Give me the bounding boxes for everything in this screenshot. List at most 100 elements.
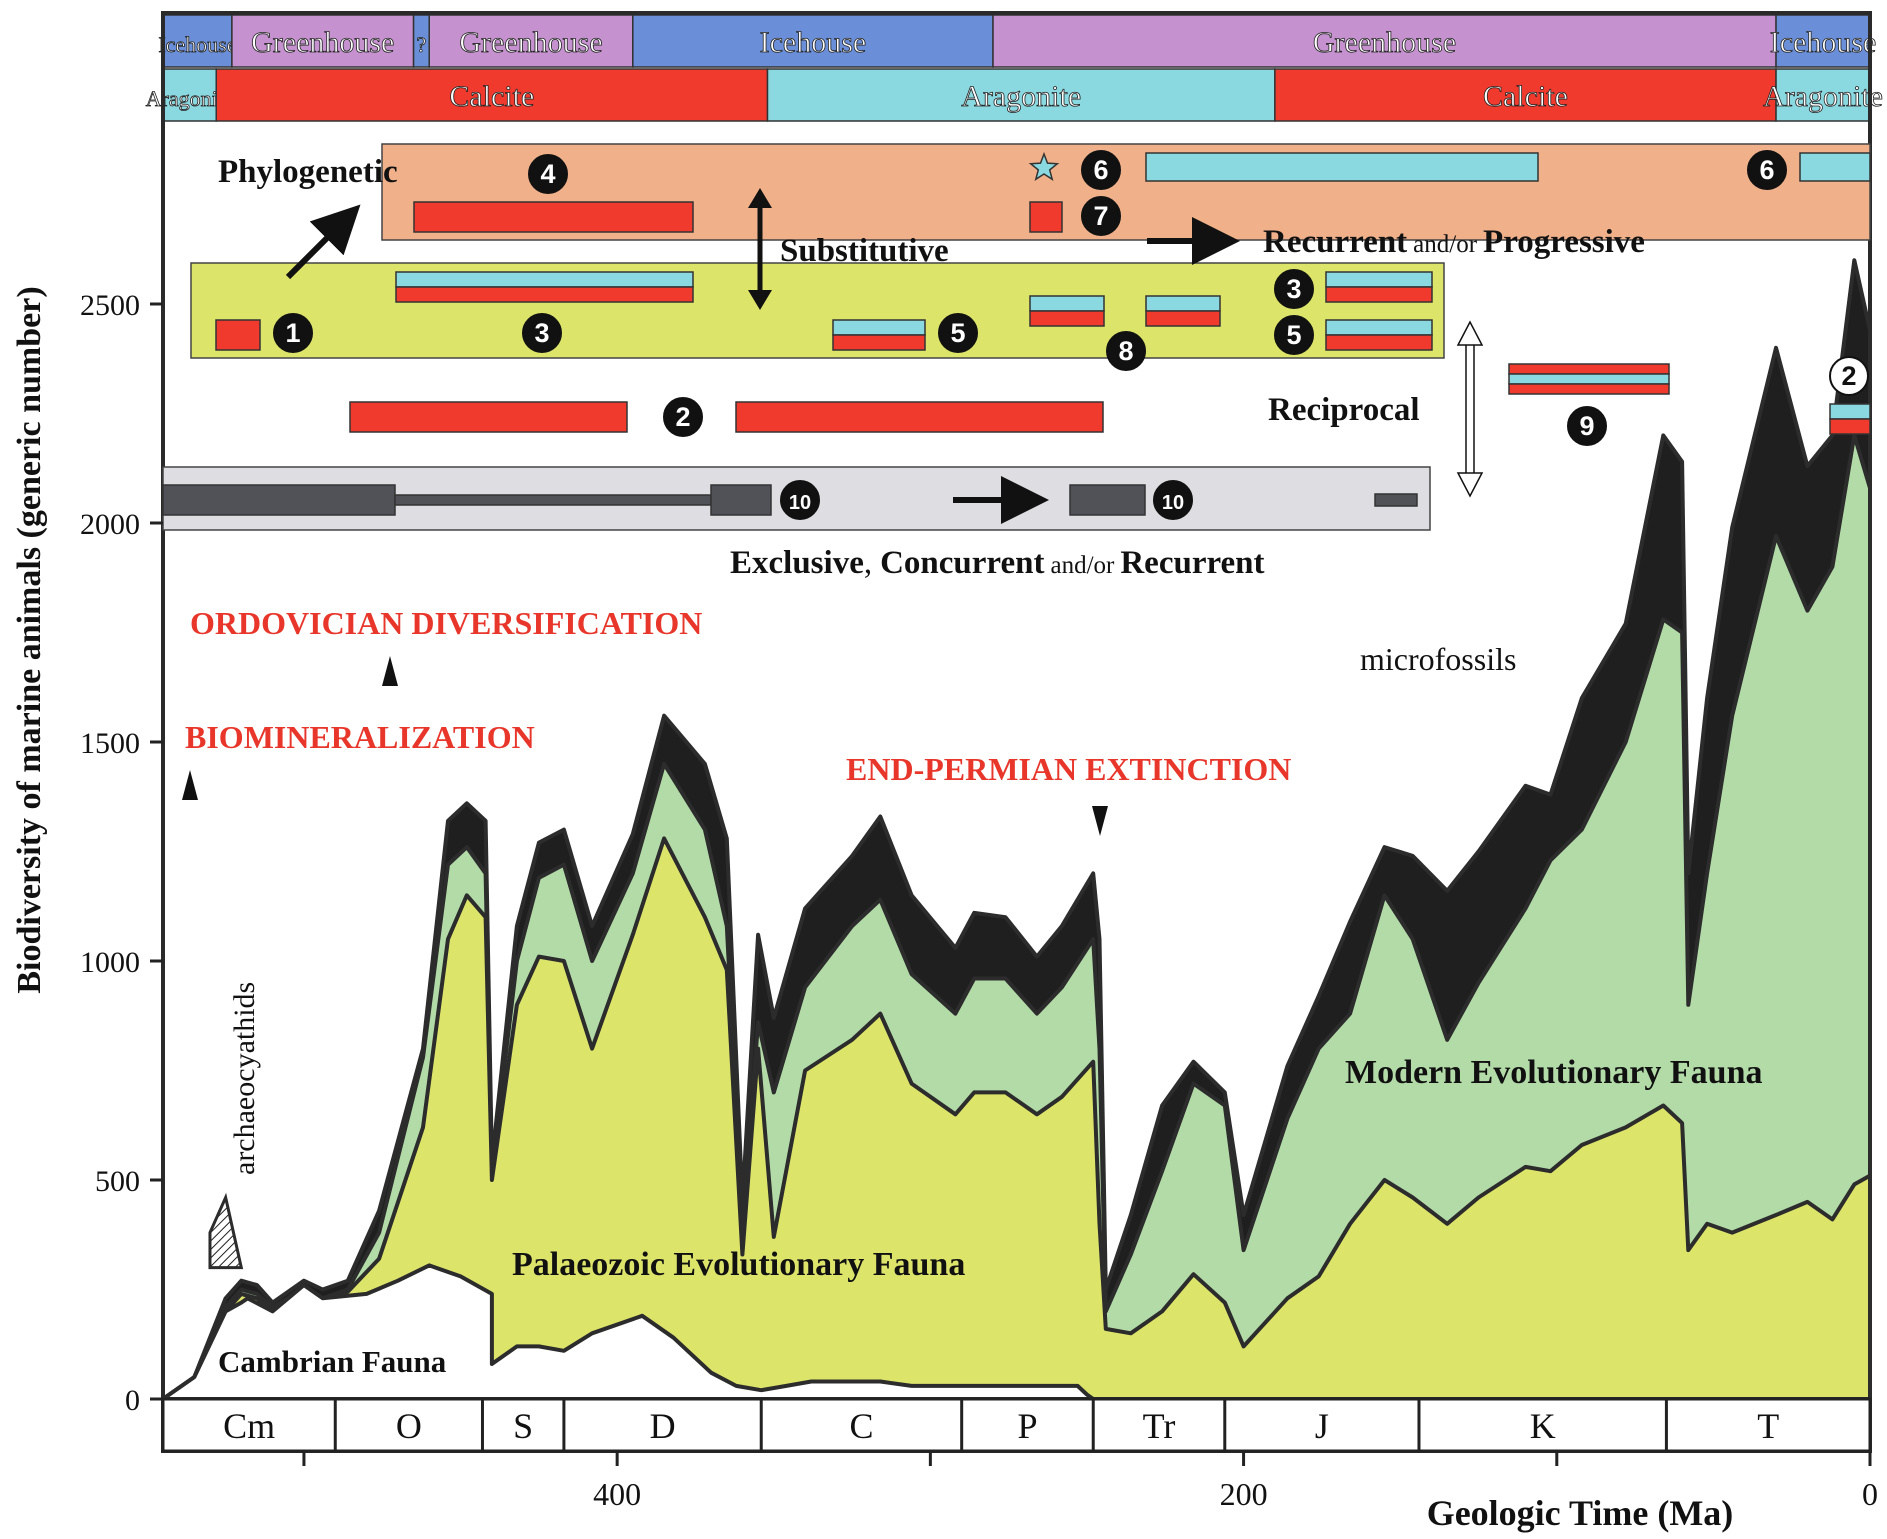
bar-9-mid <box>1508 373 1670 385</box>
microfossils-label: microfossils <box>1360 641 1516 677</box>
bar-7 <box>1029 201 1063 233</box>
climate-band-1 <box>231 14 415 68</box>
period-label-D: D <box>650 1406 676 1446</box>
climate-band-label-1: Greenhouse <box>251 26 394 59</box>
bar-8a-aragonite <box>1029 295 1105 312</box>
marker-7 <box>1274 269 1314 309</box>
bar-2c-aragonite <box>1829 403 1871 420</box>
reciprocal-double-arrow <box>1456 320 1484 498</box>
cambrian-fauna-label: Cambrian Fauna <box>218 1344 447 1379</box>
mineral-band-label-3: Calcite <box>1483 80 1568 113</box>
climate-band-label-0: Icehouse <box>158 32 236 57</box>
bar-6a <box>1145 152 1539 182</box>
marker-label-4: 6 <box>1093 155 1108 185</box>
substitutive-panel <box>190 262 1445 359</box>
y-tick-label-2500: 2500 <box>80 289 140 322</box>
period-label-Cm: Cm <box>223 1406 275 1446</box>
mineral-band-label-2: Aragonite <box>961 80 1081 113</box>
bar-10a-thin <box>394 494 712 506</box>
reciprocal-label: Reciprocal <box>1268 392 1420 428</box>
marker-label-11: 6 <box>1759 155 1774 185</box>
bar-5a-aragonite <box>832 319 926 336</box>
end-permian-triangle <box>1092 806 1108 836</box>
marker-0 <box>273 313 313 353</box>
fauna-areas <box>161 258 1872 1401</box>
marker-2 <box>528 154 568 194</box>
marker-5 <box>1081 196 1121 236</box>
climate-band-label-2: ? <box>417 32 427 57</box>
star-icon <box>1028 151 1060 181</box>
concurrent-word: Concurrent <box>880 545 1044 581</box>
climate-band-4 <box>632 14 994 68</box>
marker-label-13: 10 <box>1162 492 1184 514</box>
marker-3 <box>938 313 978 353</box>
marker-11 <box>1747 150 1787 190</box>
x-tick-label-0: 0 <box>1862 1476 1878 1512</box>
exclusive-label: Exclusive, Concurrent and/or Recurrent <box>730 545 1265 581</box>
marker-9 <box>663 397 703 437</box>
bar-6b <box>1799 152 1871 182</box>
bar-8b-aragonite <box>1145 295 1221 312</box>
marker-label-0: 1 <box>285 318 300 348</box>
bar-10a-end <box>710 484 772 516</box>
marker-label-8: 5 <box>1286 320 1301 350</box>
climate-band-label-5: Greenhouse <box>1313 26 1456 59</box>
archaeocyathids-area <box>208 1192 244 1270</box>
bar-9-bot <box>1508 383 1670 395</box>
range-bars <box>162 151 1871 516</box>
mineral-band-label-4: Aragonite <box>1763 80 1883 113</box>
marker-label-12: 10 <box>789 492 811 514</box>
exclusive-word: Exclusive <box>730 545 864 581</box>
modern-fauna-label: Modern Evolutionary Fauna <box>1345 1054 1762 1091</box>
palaeozoic-fauna-label: Palaeozoic Evolutionary Fauna <box>512 1246 965 1283</box>
y-tick-label-1500: 1500 <box>80 727 140 760</box>
marker-6 <box>1106 331 1146 371</box>
period-label-K: K <box>1530 1406 1556 1446</box>
marker-label-7: 3 <box>1286 274 1301 304</box>
period-label-O: O <box>396 1406 422 1446</box>
period-label-C: C <box>849 1406 873 1446</box>
period-labels: Cm O S D C P Tr J K T <box>161 1397 1872 1453</box>
climate-band-label-3: Greenhouse <box>459 26 602 59</box>
climate-bands: Icehouse Greenhouse? Greenhouse Icehouse Gre… <box>158 14 1877 68</box>
y-tick-label-0: 0 <box>125 1384 140 1417</box>
archaeocyathids-label: archaeocyathids <box>228 982 261 1175</box>
biomineralization-triangle <box>182 770 198 800</box>
bar-10c <box>1374 493 1418 507</box>
bar-3a-calcite <box>395 286 694 303</box>
bar-10a-thick <box>162 484 396 516</box>
bar-5b-calcite <box>1325 334 1433 351</box>
climate-band-6 <box>1775 14 1871 68</box>
marker-10 <box>1567 406 1607 446</box>
period-label-T: T <box>1757 1406 1779 1446</box>
recurrent-word-2: Recurrent <box>1120 545 1264 581</box>
marker-4 <box>1081 150 1121 190</box>
period-label-P: P <box>1017 1406 1037 1446</box>
mineral-band-1 <box>215 68 769 122</box>
bar-2a <box>349 401 628 433</box>
x-axis-title: Geologic Time (Ma) <box>1427 1493 1734 1533</box>
ordovician-triangle <box>382 656 398 686</box>
recurrent-word: Recurrent <box>1263 224 1407 260</box>
progressive-word: Progressive <box>1483 224 1645 260</box>
phylogenetic-arrow <box>285 204 361 280</box>
bar-5a-calcite <box>832 334 926 351</box>
marker-label-14: 2 <box>1841 361 1856 391</box>
substitutive-arrow-up <box>748 188 772 208</box>
climate-band-label-4: Icehouse <box>760 26 867 59</box>
x-axis-ticks: 400 200 0 <box>302 1451 1878 1512</box>
marker-1 <box>522 313 562 353</box>
mineral-band-2 <box>766 68 1276 122</box>
marker-label-10: 9 <box>1579 411 1594 441</box>
and-or-word-2: and/or <box>1050 552 1115 579</box>
period-label-S: S <box>513 1406 533 1446</box>
bar-3b-aragonite <box>1325 271 1433 288</box>
climate-band-5 <box>992 14 1777 68</box>
bar-1 <box>215 319 261 351</box>
phylogenetic-label: Phylogenetic <box>218 154 398 190</box>
mineral-band-3 <box>1274 68 1777 122</box>
biomineralization-annotation: BIOMINERALIZATION <box>185 719 535 755</box>
panel-arrows <box>285 188 1484 524</box>
y-axis-ticks: 0 500 1000 1500 2000 2500 <box>80 289 163 1417</box>
comma: , <box>864 545 872 581</box>
